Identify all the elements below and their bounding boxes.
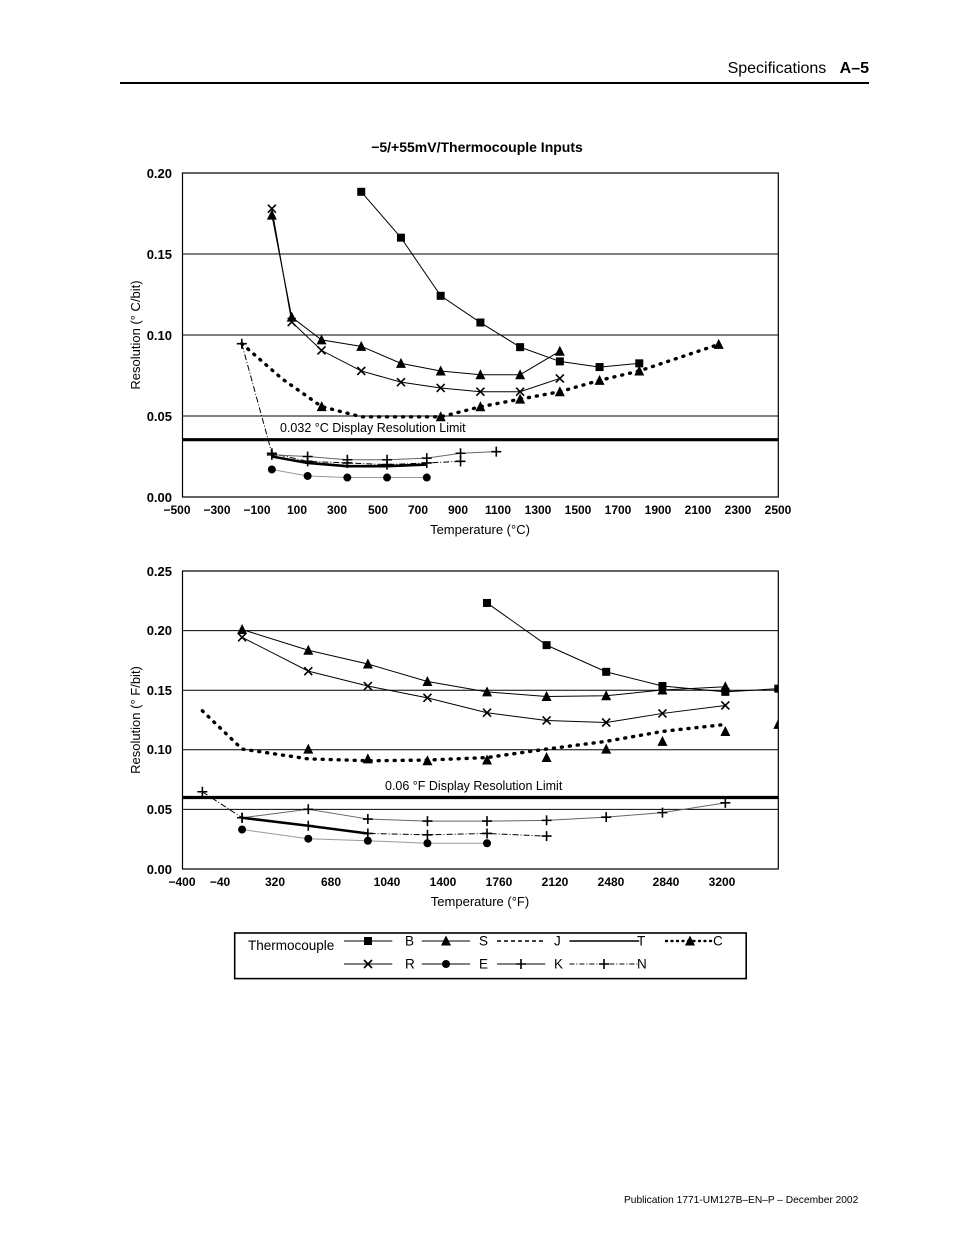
svg-text:J: J xyxy=(554,934,561,949)
svg-text:T: T xyxy=(637,934,645,949)
svg-text:R: R xyxy=(405,957,415,972)
svg-text:E: E xyxy=(479,957,488,972)
svg-text:Thermocouple: Thermocouple xyxy=(248,938,334,953)
svg-text:S: S xyxy=(479,934,488,949)
svg-text:B: B xyxy=(405,934,414,949)
svg-text:N: N xyxy=(637,957,647,972)
svg-text:K: K xyxy=(554,957,563,972)
svg-text:C: C xyxy=(713,934,723,949)
